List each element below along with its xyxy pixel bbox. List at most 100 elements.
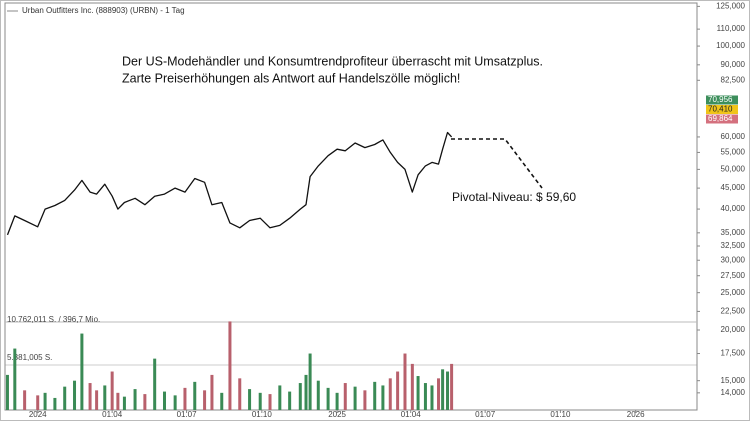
pivot-label: Pivotal-Niveau: $ 59,60 [452, 190, 576, 204]
y-tick-label: 30,000 [721, 255, 746, 264]
volume-bar [133, 389, 137, 410]
volume-bar [326, 387, 330, 410]
x-tick-label: 01.07 [177, 410, 198, 419]
volume-bar [163, 391, 167, 410]
volume-bar [122, 396, 126, 410]
volume-label: 5.381,005 S. [7, 353, 52, 362]
y-tick-label: 125,000 [716, 1, 745, 10]
price-label-box [706, 95, 738, 105]
volume-tick-label: 17,500 [721, 349, 746, 358]
volume-bar [80, 333, 84, 410]
volume-bar [288, 391, 292, 410]
volume-bar [95, 390, 99, 410]
volume-bar [423, 383, 427, 410]
volume-bar [343, 383, 347, 410]
plot-border [4, 2, 698, 411]
volume-bar [304, 374, 308, 410]
volume-bar [278, 385, 282, 410]
y-tick-label: 40,000 [721, 204, 746, 213]
volume-bar [5, 374, 9, 410]
volume-bar [110, 371, 114, 410]
volume-bar [335, 392, 339, 410]
volume-bar [446, 371, 450, 410]
price-label: 70,956 [708, 95, 733, 104]
volume-bar [63, 386, 67, 410]
volume-bar [220, 392, 224, 410]
volume-tick-label: 14,000 [721, 388, 746, 397]
y-tick-label: 82,500 [721, 75, 746, 84]
annotation: Der US-Modehändler und Konsumtrendprofit… [122, 54, 543, 68]
volume-bar [363, 390, 367, 410]
x-tick-label: 2024 [29, 410, 47, 419]
price-label-box [706, 114, 738, 124]
volume-bar [143, 394, 147, 410]
y-tick-label: 35,000 [721, 228, 746, 237]
y-tick-label: 55,000 [721, 148, 746, 157]
volume-bar [153, 358, 157, 410]
volume-tick-label: 15,000 [721, 376, 746, 385]
pivot-arrow [451, 138, 543, 189]
volume-bar [403, 353, 407, 410]
y-tick-label: 100,000 [716, 41, 745, 50]
chart-title: Urban Outfitters Inc. (888903) (URBN) - … [22, 6, 185, 15]
volume-bar [437, 378, 441, 410]
x-tick-label: 01.07 [475, 410, 496, 419]
volume-bar [298, 383, 302, 410]
volume-bar [441, 369, 445, 410]
volume-bar [43, 392, 47, 410]
volume-bar [193, 381, 197, 410]
volume-bar [73, 380, 77, 410]
price-label-box [706, 105, 738, 114]
volume-bar [183, 387, 187, 410]
volume-bar [210, 374, 214, 410]
y-tick-label: 32,500 [721, 241, 746, 250]
annotation: Zarte Preiserhöhungen als Antwort auf Ha… [122, 71, 460, 85]
price-label: 69,864 [708, 114, 733, 123]
y-tick-label: 60,000 [721, 132, 746, 141]
volume-bar [268, 394, 272, 410]
y-tick-label: 25,000 [721, 288, 746, 297]
x-tick-label: 01.10 [550, 410, 571, 419]
volume-bar [316, 380, 320, 410]
volume-bar [23, 390, 27, 410]
volume-bar [258, 392, 262, 410]
volume-bar [203, 390, 207, 410]
volume-bar [353, 386, 357, 410]
volume-bar [248, 389, 252, 410]
volume-bar [416, 376, 420, 410]
y-tick-label: 110,000 [717, 24, 746, 33]
volume-tick-label: 20,000 [721, 325, 746, 334]
x-tick-label: 01.10 [252, 410, 273, 419]
volume-bar [13, 348, 17, 410]
volume-bar [228, 321, 232, 410]
x-tick-label: 01.04 [102, 410, 123, 419]
volume-bar [308, 353, 312, 410]
volume-bar [103, 385, 107, 410]
volume-bar [410, 363, 414, 410]
x-tick-label: 2025 [328, 410, 346, 419]
y-tick-label: 45,000 [721, 183, 746, 192]
volume-bar [116, 392, 120, 410]
volume-bar [173, 395, 177, 410]
volume-bar [388, 378, 392, 410]
x-tick-label: 01.04 [401, 410, 422, 419]
volume-bar [88, 383, 92, 410]
price-line [6, 131, 453, 236]
y-tick-label: 50,000 [721, 164, 746, 173]
x-tick-label: 2026 [627, 410, 645, 419]
y-tick-label: 27,500 [721, 271, 746, 280]
y-tick-label: 90,000 [721, 60, 746, 69]
volume-bar [381, 385, 385, 410]
volume-label: 10.762,011 S. / 396,7 Mio. [7, 315, 100, 324]
volume-bar [450, 363, 454, 410]
y-tick-label: 22,500 [721, 307, 746, 316]
volume-bar [396, 371, 400, 410]
volume-bar [238, 378, 242, 410]
volume-bar [373, 381, 377, 410]
volume-bar [36, 395, 40, 410]
volume-bar [53, 397, 57, 410]
volume-bar [430, 385, 434, 410]
price-label: 70,410 [708, 105, 733, 114]
